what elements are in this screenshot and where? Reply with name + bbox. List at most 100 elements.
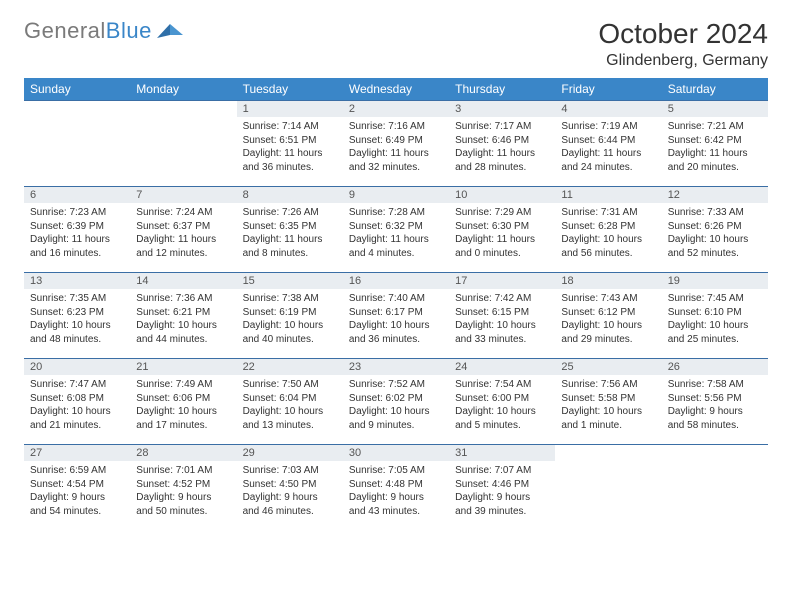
day-number: 5 bbox=[662, 101, 768, 117]
day-number: 23 bbox=[343, 359, 449, 375]
daylight-line: Daylight: 9 hours and 43 minutes. bbox=[349, 491, 443, 518]
day-cell: 6Sunrise: 7:23 AMSunset: 6:39 PMDaylight… bbox=[24, 187, 130, 273]
day-cell: 28Sunrise: 7:01 AMSunset: 4:52 PMDayligh… bbox=[130, 445, 236, 531]
day-number: 10 bbox=[449, 187, 555, 203]
day-cell: 26Sunrise: 7:58 AMSunset: 5:56 PMDayligh… bbox=[662, 359, 768, 445]
sunset-line: Sunset: 6:00 PM bbox=[455, 392, 549, 406]
empty-cell bbox=[130, 101, 236, 187]
logo: GeneralBlue bbox=[24, 18, 184, 44]
sunset-line: Sunset: 6:26 PM bbox=[668, 220, 762, 234]
day-cell: 27Sunrise: 6:59 AMSunset: 4:54 PMDayligh… bbox=[24, 445, 130, 531]
sunrise-line: Sunrise: 7:14 AM bbox=[243, 120, 337, 134]
day-cell: 29Sunrise: 7:03 AMSunset: 4:50 PMDayligh… bbox=[237, 445, 343, 531]
day-cell: 22Sunrise: 7:50 AMSunset: 6:04 PMDayligh… bbox=[237, 359, 343, 445]
day-details: Sunrise: 7:43 AMSunset: 6:12 PMDaylight:… bbox=[555, 289, 661, 348]
daylight-line: Daylight: 11 hours and 32 minutes. bbox=[349, 147, 443, 174]
sunrise-line: Sunrise: 7:58 AM bbox=[668, 378, 762, 392]
daylight-line: Daylight: 10 hours and 1 minute. bbox=[561, 405, 655, 432]
day-details: Sunrise: 7:17 AMSunset: 6:46 PMDaylight:… bbox=[449, 117, 555, 176]
day-cell: 4Sunrise: 7:19 AMSunset: 6:44 PMDaylight… bbox=[555, 101, 661, 187]
sunset-line: Sunset: 6:49 PM bbox=[349, 134, 443, 148]
daylight-line: Daylight: 10 hours and 52 minutes. bbox=[668, 233, 762, 260]
day-number bbox=[662, 445, 768, 463]
daylight-line: Daylight: 9 hours and 54 minutes. bbox=[30, 491, 124, 518]
day-number: 2 bbox=[343, 101, 449, 117]
sunset-line: Sunset: 6:12 PM bbox=[561, 306, 655, 320]
day-details: Sunrise: 7:56 AMSunset: 5:58 PMDaylight:… bbox=[555, 375, 661, 434]
day-number: 26 bbox=[662, 359, 768, 375]
day-details: Sunrise: 7:26 AMSunset: 6:35 PMDaylight:… bbox=[237, 203, 343, 262]
daylight-line: Daylight: 10 hours and 44 minutes. bbox=[136, 319, 230, 346]
sunset-line: Sunset: 5:58 PM bbox=[561, 392, 655, 406]
day-details: Sunrise: 7:23 AMSunset: 6:39 PMDaylight:… bbox=[24, 203, 130, 262]
week-row: 1Sunrise: 7:14 AMSunset: 6:51 PMDaylight… bbox=[24, 101, 768, 187]
day-number: 6 bbox=[24, 187, 130, 203]
sunrise-line: Sunrise: 6:59 AM bbox=[30, 464, 124, 478]
sunset-line: Sunset: 6:46 PM bbox=[455, 134, 549, 148]
day-number: 18 bbox=[555, 273, 661, 289]
daylight-line: Daylight: 10 hours and 25 minutes. bbox=[668, 319, 762, 346]
day-number: 22 bbox=[237, 359, 343, 375]
empty-cell bbox=[555, 445, 661, 531]
day-cell: 14Sunrise: 7:36 AMSunset: 6:21 PMDayligh… bbox=[130, 273, 236, 359]
day-number: 20 bbox=[24, 359, 130, 375]
day-number: 29 bbox=[237, 445, 343, 461]
day-header: Monday bbox=[130, 78, 236, 101]
day-details: Sunrise: 7:49 AMSunset: 6:06 PMDaylight:… bbox=[130, 375, 236, 434]
day-number: 14 bbox=[130, 273, 236, 289]
day-number bbox=[24, 101, 130, 119]
day-number: 12 bbox=[662, 187, 768, 203]
day-number: 31 bbox=[449, 445, 555, 461]
sunrise-line: Sunrise: 7:38 AM bbox=[243, 292, 337, 306]
day-details: Sunrise: 6:59 AMSunset: 4:54 PMDaylight:… bbox=[24, 461, 130, 520]
day-cell: 17Sunrise: 7:42 AMSunset: 6:15 PMDayligh… bbox=[449, 273, 555, 359]
day-details: Sunrise: 7:54 AMSunset: 6:00 PMDaylight:… bbox=[449, 375, 555, 434]
sunset-line: Sunset: 6:06 PM bbox=[136, 392, 230, 406]
day-number: 4 bbox=[555, 101, 661, 117]
day-number: 28 bbox=[130, 445, 236, 461]
day-header-row: SundayMondayTuesdayWednesdayThursdayFrid… bbox=[24, 78, 768, 101]
day-number: 11 bbox=[555, 187, 661, 203]
sunset-line: Sunset: 5:56 PM bbox=[668, 392, 762, 406]
day-details: Sunrise: 7:29 AMSunset: 6:30 PMDaylight:… bbox=[449, 203, 555, 262]
day-number: 3 bbox=[449, 101, 555, 117]
day-details: Sunrise: 7:07 AMSunset: 4:46 PMDaylight:… bbox=[449, 461, 555, 520]
day-cell: 15Sunrise: 7:38 AMSunset: 6:19 PMDayligh… bbox=[237, 273, 343, 359]
sunset-line: Sunset: 6:37 PM bbox=[136, 220, 230, 234]
sunset-line: Sunset: 6:32 PM bbox=[349, 220, 443, 234]
sunrise-line: Sunrise: 7:31 AM bbox=[561, 206, 655, 220]
day-details: Sunrise: 7:33 AMSunset: 6:26 PMDaylight:… bbox=[662, 203, 768, 262]
sunrise-line: Sunrise: 7:29 AM bbox=[455, 206, 549, 220]
empty-cell bbox=[24, 101, 130, 187]
daylight-line: Daylight: 10 hours and 56 minutes. bbox=[561, 233, 655, 260]
daylight-line: Daylight: 11 hours and 24 minutes. bbox=[561, 147, 655, 174]
day-details: Sunrise: 7:01 AMSunset: 4:52 PMDaylight:… bbox=[130, 461, 236, 520]
day-number: 9 bbox=[343, 187, 449, 203]
day-details: Sunrise: 7:24 AMSunset: 6:37 PMDaylight:… bbox=[130, 203, 236, 262]
day-details: Sunrise: 7:19 AMSunset: 6:44 PMDaylight:… bbox=[555, 117, 661, 176]
daylight-line: Daylight: 10 hours and 33 minutes. bbox=[455, 319, 549, 346]
sunset-line: Sunset: 4:54 PM bbox=[30, 478, 124, 492]
sunrise-line: Sunrise: 7:05 AM bbox=[349, 464, 443, 478]
day-details: Sunrise: 7:36 AMSunset: 6:21 PMDaylight:… bbox=[130, 289, 236, 348]
day-details: Sunrise: 7:42 AMSunset: 6:15 PMDaylight:… bbox=[449, 289, 555, 348]
day-header: Saturday bbox=[662, 78, 768, 101]
sunset-line: Sunset: 6:51 PM bbox=[243, 134, 337, 148]
daylight-line: Daylight: 11 hours and 16 minutes. bbox=[30, 233, 124, 260]
day-number: 19 bbox=[662, 273, 768, 289]
sunrise-line: Sunrise: 7:47 AM bbox=[30, 378, 124, 392]
sunrise-line: Sunrise: 7:21 AM bbox=[668, 120, 762, 134]
day-number: 25 bbox=[555, 359, 661, 375]
sunrise-line: Sunrise: 7:28 AM bbox=[349, 206, 443, 220]
day-cell: 18Sunrise: 7:43 AMSunset: 6:12 PMDayligh… bbox=[555, 273, 661, 359]
day-number: 8 bbox=[237, 187, 343, 203]
day-details: Sunrise: 7:47 AMSunset: 6:08 PMDaylight:… bbox=[24, 375, 130, 434]
week-row: 27Sunrise: 6:59 AMSunset: 4:54 PMDayligh… bbox=[24, 445, 768, 531]
daylight-line: Daylight: 9 hours and 46 minutes. bbox=[243, 491, 337, 518]
daylight-line: Daylight: 10 hours and 48 minutes. bbox=[30, 319, 124, 346]
daylight-line: Daylight: 10 hours and 17 minutes. bbox=[136, 405, 230, 432]
week-row: 13Sunrise: 7:35 AMSunset: 6:23 PMDayligh… bbox=[24, 273, 768, 359]
daylight-line: Daylight: 10 hours and 21 minutes. bbox=[30, 405, 124, 432]
day-details: Sunrise: 7:28 AMSunset: 6:32 PMDaylight:… bbox=[343, 203, 449, 262]
day-cell: 3Sunrise: 7:17 AMSunset: 6:46 PMDaylight… bbox=[449, 101, 555, 187]
